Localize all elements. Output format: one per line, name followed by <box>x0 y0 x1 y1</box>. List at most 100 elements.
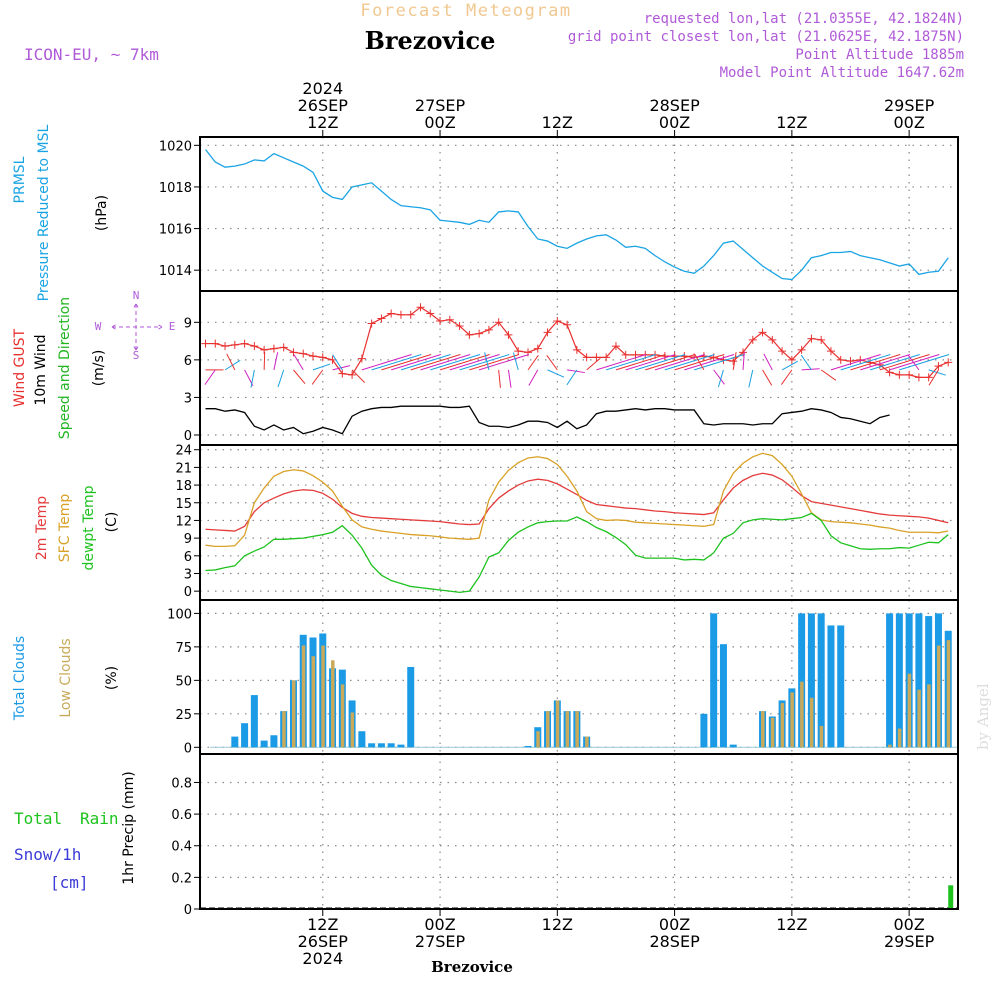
wind-direction-arrow <box>226 353 236 371</box>
gust-marker <box>914 373 923 382</box>
gust-marker <box>924 373 933 382</box>
wind-direction-arrow <box>527 354 539 371</box>
wind-direction-arrow <box>800 354 812 371</box>
compass-north: N <box>133 289 140 302</box>
wind-direction-arrow <box>899 354 950 371</box>
y-tick-label: 15 <box>175 497 192 512</box>
total-cloud-bar <box>729 744 737 748</box>
point-altitude: Point Altitude 1885m <box>795 47 964 63</box>
y-tick-label: 1020 <box>159 139 192 154</box>
wind-direction-arrow <box>250 369 255 388</box>
gust-marker <box>260 345 269 354</box>
top-time-label: 00Z <box>659 113 690 132</box>
wind-direction-arrow <box>732 352 737 370</box>
requested-coords: requested lon,lat (21.0355E, 42.1824N) <box>644 11 964 27</box>
temp-label-dewpt: dewpt Temp <box>81 485 97 570</box>
total-cloud-bar <box>358 731 366 748</box>
top-title: Forecast Meteogram <box>360 1 571 21</box>
wind-direction-arrow <box>763 353 773 371</box>
top-time-label: 27SEP <box>415 96 466 115</box>
gust-marker <box>787 355 796 364</box>
wind-direction-arrow <box>717 369 724 388</box>
low-cloud-bar <box>790 692 794 748</box>
precip-axis-label: 1hr Precip (mm) <box>121 771 137 884</box>
wind-direction-arrow <box>850 354 901 371</box>
wind-direction-arrow <box>391 354 442 371</box>
compass-south: S <box>133 349 140 362</box>
bottom-time-label: 27SEP <box>415 932 466 951</box>
bottom-time-label: 2024 <box>302 949 343 968</box>
gust-marker <box>289 348 298 357</box>
gust-marker <box>621 350 630 359</box>
gust-marker <box>318 353 327 362</box>
footer-station: Brezovice <box>431 958 513 976</box>
gust-marker <box>729 357 738 366</box>
gust-marker <box>377 314 386 323</box>
gust-marker <box>582 353 591 362</box>
total-cloud-bar <box>915 613 923 748</box>
wind-direction-arrow <box>713 369 725 385</box>
gust-marker <box>465 330 474 339</box>
total-cloud-bar <box>241 723 249 748</box>
y-tick-label: 100 <box>167 607 192 622</box>
y-tick-label: 12 <box>175 514 192 529</box>
bottom-time-label: 29SEP <box>884 932 935 951</box>
wind-direction-arrow <box>293 369 306 384</box>
wind-direction-arrow <box>781 360 799 371</box>
total-cloud-bar <box>250 695 258 748</box>
wind-direction-arrow <box>528 369 539 386</box>
y-tick-label: 6 <box>184 354 192 369</box>
top-time-label: 2024 <box>302 79 343 98</box>
cloud-unit: (%) <box>104 666 120 690</box>
gust-marker <box>778 347 787 356</box>
wind-direction-arrow <box>277 369 285 388</box>
top-time-label: 28SEP <box>649 96 700 115</box>
pressure-label-desc: Pressure Reduced to MSL <box>36 124 52 301</box>
wind-direction-arrow <box>263 351 266 370</box>
gust-marker <box>279 343 288 352</box>
wind-direction-arrow <box>459 354 510 371</box>
wind-label-gust: Wind GUST <box>12 328 28 407</box>
wind-direction-arrow <box>840 354 891 371</box>
low-cloud-bar <box>282 711 286 748</box>
gust-marker <box>758 328 767 337</box>
temp-label-2m: 2m Temp <box>34 496 50 560</box>
low-cloud-bar <box>888 744 892 748</box>
total-cloud-bar <box>387 743 395 748</box>
top-time-label: 26SEP <box>298 96 349 115</box>
total-cloud-bar <box>710 613 718 748</box>
gust-marker <box>367 319 376 328</box>
y-tick-label: 50 <box>175 674 192 689</box>
wind-label-direction: Speed and Direction <box>57 297 73 439</box>
gust-marker <box>748 335 757 344</box>
wind-direction-arrow <box>742 351 745 370</box>
low-cloud-bar <box>291 680 296 748</box>
wind-direction-arrow <box>684 354 735 371</box>
gust-marker <box>445 315 454 324</box>
low-cloud-bar <box>907 673 912 748</box>
low-cloud-bar <box>311 656 315 748</box>
gust-marker <box>905 370 914 379</box>
precip-label-snow: Snow/1h <box>14 845 81 864</box>
temp-sfc-line <box>205 452 949 548</box>
cloud-label-low: Low Clouds <box>58 638 74 717</box>
y-tick-label: 9 <box>184 532 192 547</box>
total-cloud-bar <box>837 625 845 748</box>
total-cloud-bar <box>827 625 835 748</box>
wind-direction-arrow <box>371 354 422 371</box>
total-cloud-bar <box>817 613 825 748</box>
compass-west: W <box>95 320 102 333</box>
top-time-label: 12Z <box>307 113 338 132</box>
low-cloud-bar <box>780 703 785 748</box>
gust-marker <box>406 310 415 319</box>
pressure-line <box>204 149 949 281</box>
y-tick-label: 1014 <box>159 264 192 279</box>
wind-direction-arrow <box>762 369 773 386</box>
gust-marker <box>455 322 464 331</box>
gust-marker <box>826 347 835 356</box>
gust-marker <box>221 342 230 351</box>
total-cloud-bar <box>925 616 933 748</box>
gust-marker <box>768 335 777 344</box>
gust-marker <box>797 345 806 354</box>
